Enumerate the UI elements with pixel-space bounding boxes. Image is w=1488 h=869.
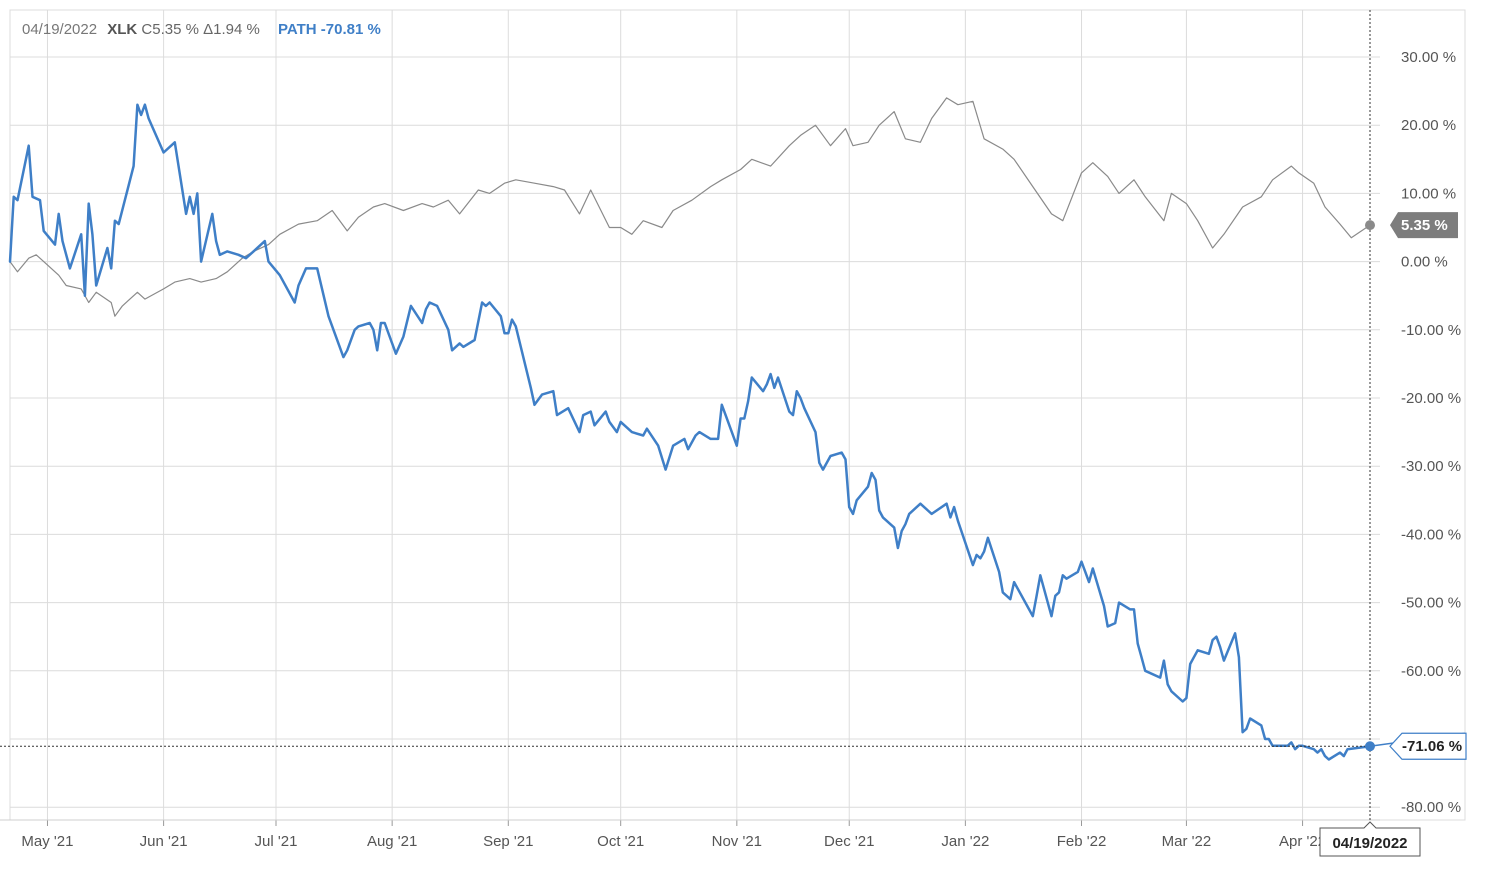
legend-date: 04/19/2022 — [22, 21, 98, 38]
y-tick-label: 20.00 % — [1401, 117, 1456, 134]
y-tick-label: 10.00 % — [1401, 185, 1456, 202]
path-last-badge-text: -71.06 % — [1402, 738, 1462, 755]
series-line-xlk — [9, 97, 1371, 317]
plot-frame — [9, 9, 1466, 821]
xlk-last-point — [1365, 220, 1375, 231]
crosshair-date-badge-text: 04/19/2022 — [1332, 835, 1407, 852]
x-tick-label: May '21 — [21, 833, 73, 850]
y-tick-label: -40.00 % — [1401, 526, 1461, 543]
x-tick-label: Jun '21 — [140, 833, 188, 850]
y-tick-label: -20.00 % — [1401, 390, 1461, 407]
x-tick-label: Feb '22 — [1057, 833, 1107, 850]
x-tick-label: Jan '22 — [941, 833, 989, 850]
x-tick-label: Oct '21 — [597, 833, 644, 850]
x-tick-label: Dec '21 — [824, 833, 874, 850]
x-tick-label: Nov '21 — [712, 833, 762, 850]
y-tick-label: -60.00 % — [1401, 663, 1461, 680]
x-tick-label: Jul '21 — [255, 833, 298, 850]
path-last-point — [1365, 741, 1375, 752]
x-tick-label: Mar '22 — [1162, 833, 1212, 850]
y-tick-label: -80.00 % — [1401, 799, 1461, 816]
series-line-path — [8, 103, 1372, 761]
path-last-badge — [1389, 732, 1467, 760]
x-tick-label: Aug '21 — [367, 833, 417, 850]
y-tick-label: 30.00 % — [1401, 49, 1456, 66]
y-tick-label: -10.00 % — [1401, 322, 1461, 339]
xlk-last-badge-text: 5.35 % — [1401, 217, 1448, 234]
legend-xlk-symbol: XLK — [107, 21, 138, 38]
legend-xlk-values: C5.35 % Δ1.94 % — [141, 21, 260, 38]
x-tick-label: Apr '22 — [1279, 833, 1326, 850]
legend-path-value: -70.81 % — [320, 21, 381, 38]
xlk-last-badge — [1390, 212, 1458, 239]
x-tick-label: Sep '21 — [483, 833, 533, 850]
chart-legend: 04/19/2022 XLK C5.35 % Δ1.94 % PATH -70.… — [22, 21, 381, 38]
y-tick-label: -30.00 % — [1401, 458, 1461, 475]
crosshair-date-badge — [1319, 821, 1421, 857]
y-tick-label: -50.00 % — [1401, 595, 1461, 612]
y-tick-label: 0.00 % — [1401, 254, 1448, 271]
legend-path-symbol: PATH — [278, 21, 317, 38]
